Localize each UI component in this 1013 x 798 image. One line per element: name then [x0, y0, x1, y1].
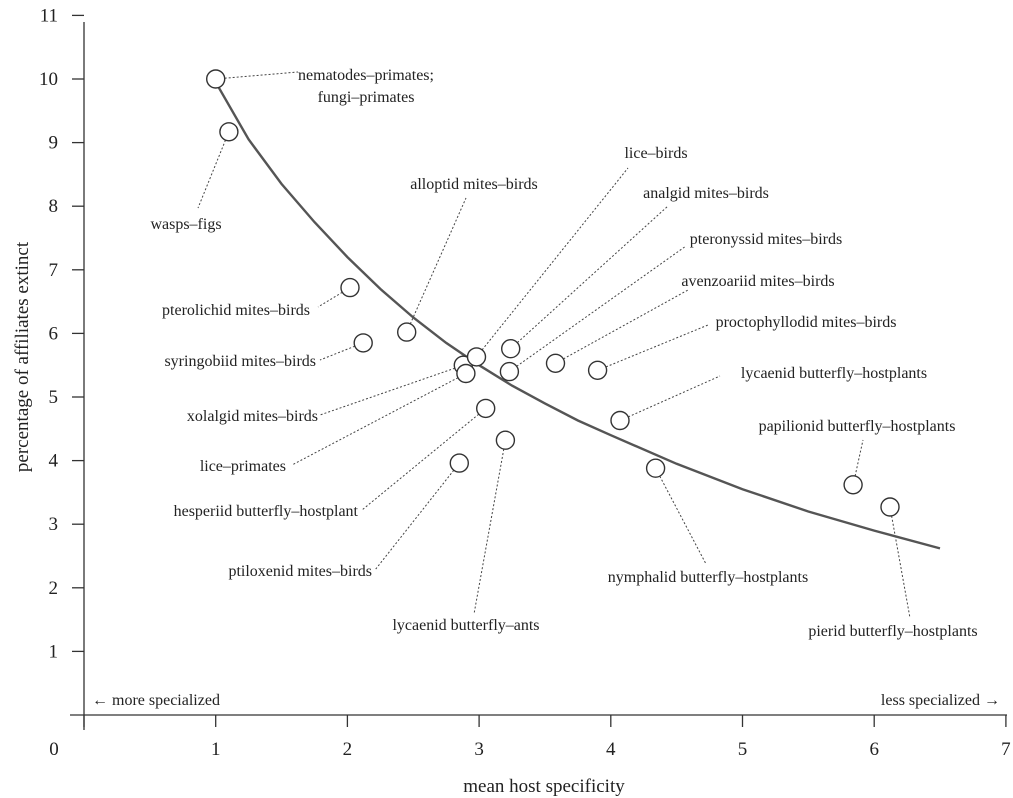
y-tick-label: 2 — [49, 578, 59, 599]
y-tick-label: 6 — [49, 323, 59, 344]
leader-line — [197, 139, 226, 209]
point-label: papilionid butterfly–hostplants — [759, 418, 956, 435]
point-label: syringobiid mites–birds — [164, 353, 316, 370]
data-point — [880, 497, 900, 517]
leader-line — [517, 205, 669, 343]
leader-line — [481, 167, 629, 351]
x-tick-label: 5 — [738, 739, 748, 760]
x-tick-label: 0 — [49, 739, 59, 760]
x-tick-label: 7 — [1001, 739, 1011, 760]
y-tick-label: 9 — [49, 133, 59, 154]
leader-line — [374, 469, 455, 571]
point-label: ptiloxenid mites–birds — [228, 563, 372, 580]
data-point — [205, 69, 226, 89]
point-label: fungi–primates — [318, 89, 415, 106]
data-point — [340, 277, 360, 298]
data-point — [397, 322, 417, 342]
leader-line — [319, 367, 455, 416]
y-axis-title: percentage of affiliates extinct — [12, 241, 33, 472]
data-point — [219, 122, 239, 142]
data-point — [449, 453, 469, 473]
leader-line — [473, 449, 505, 615]
leader-line — [627, 375, 721, 418]
leader-line — [361, 413, 480, 511]
point-label: avenzoariid mites–birds — [681, 273, 834, 290]
data-point — [456, 363, 476, 384]
data-point — [466, 347, 487, 367]
leader-line — [891, 515, 911, 619]
point-label: lycaenid butterfly–ants — [392, 617, 539, 634]
data-point — [645, 458, 666, 478]
y-tick-label: 8 — [49, 196, 59, 217]
data-point — [501, 339, 521, 359]
leader-line — [319, 345, 355, 361]
y-tick-label: 7 — [49, 260, 59, 281]
data-point — [545, 353, 566, 373]
leader-line — [224, 71, 299, 79]
x-tick-label: 3 — [474, 739, 484, 760]
y-tick-label: 10 — [39, 69, 58, 90]
x-tick-label: 1 — [211, 739, 221, 760]
point-label: pierid butterfly–hostplants — [808, 623, 977, 640]
trend-curve — [214, 81, 941, 550]
label-leaders — [197, 71, 911, 619]
point-label: nematodes–primates; — [298, 67, 434, 84]
point-label: analgid mites–birds — [643, 185, 769, 202]
less-specialized-note: less specialized → — [881, 692, 1000, 709]
data-point — [843, 475, 863, 495]
x-tick-label: 6 — [869, 739, 879, 760]
axes: 0 1 2 3 4 5 6 7 1 2 3 4 5 6 7 8 9 10 11 — [39, 5, 1011, 760]
leader-line — [605, 324, 709, 368]
leader-line — [317, 291, 343, 308]
point-label: xolalgid mites–birds — [187, 408, 318, 425]
point-label: lice–primates — [200, 458, 286, 475]
data-point — [499, 361, 520, 382]
leader-line — [516, 245, 687, 367]
point-label: lice–birds — [624, 145, 687, 162]
data-point — [476, 398, 496, 419]
point-label: alloptid mites–birds — [410, 176, 538, 193]
point-label: wasps–figs — [150, 216, 221, 233]
point-labels: nematodes–primates; fungi–primates wasps–f… — [150, 67, 977, 640]
point-label: lycaenid butterfly–hostplants — [741, 365, 927, 382]
point-label: nymphalid butterfly–hostplants — [608, 569, 808, 586]
y-tick-label: 11 — [40, 5, 58, 26]
y-tick-label: 1 — [49, 641, 59, 662]
y-tick-label: 4 — [49, 451, 59, 472]
leader-line — [659, 475, 707, 565]
data-point — [495, 430, 516, 450]
point-label: hesperiid butterfly–hostplant — [174, 503, 359, 520]
leader-line — [563, 289, 689, 360]
leader-line — [409, 197, 467, 325]
more-specialized-note: ← more specialized — [92, 692, 220, 709]
leader-line — [291, 377, 459, 466]
point-label: proctophyllodid mites–birds — [716, 314, 897, 331]
data-point — [353, 333, 373, 353]
x-tick-label: 4 — [606, 739, 616, 760]
x-axis-title: mean host specificity — [463, 776, 625, 797]
x-tick-label: 2 — [343, 739, 353, 760]
leader-line — [854, 439, 864, 477]
data-point — [587, 360, 608, 380]
point-label: pterolichid mites–birds — [162, 302, 310, 319]
y-tick-label: 5 — [49, 387, 59, 408]
point-label: pteronyssid mites–birds — [690, 231, 842, 248]
data-points — [205, 69, 900, 517]
data-point — [610, 410, 630, 431]
y-tick-label: 3 — [49, 514, 59, 535]
